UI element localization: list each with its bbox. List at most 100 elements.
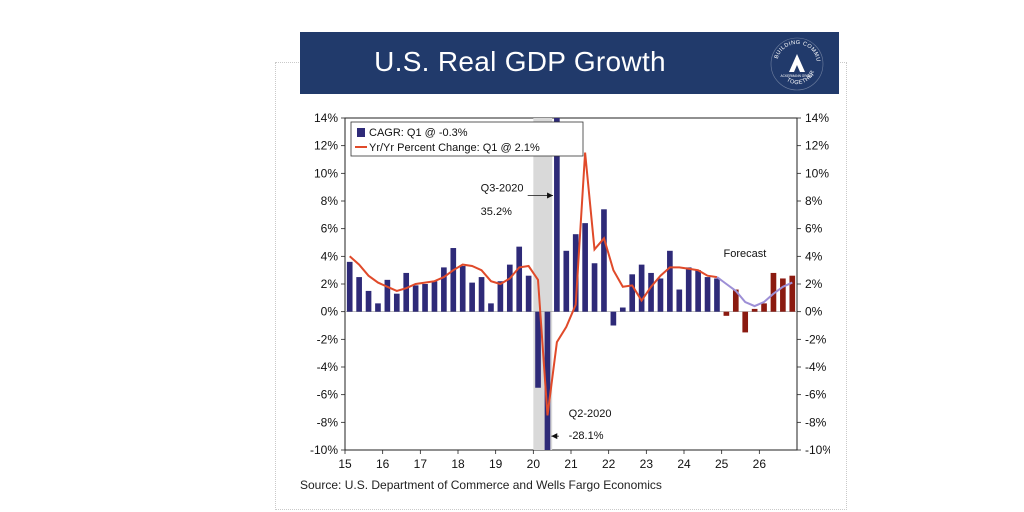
bar (525, 275, 532, 312)
y-tick-label-right: 14% (805, 111, 829, 125)
y-tick-label-right: -10% (805, 443, 830, 457)
bar (685, 267, 692, 312)
plot-frame (344, 117, 798, 451)
legend: CAGR: Q1 @ -0.3% Yr/Yr Percent Change: Q… (350, 121, 584, 157)
x-tick-label: 23 (640, 457, 654, 471)
bar (365, 290, 372, 312)
logo-ring-text: BUILDING COMMUNITY (769, 36, 821, 63)
annotation-q3-value: 35.2% (481, 206, 512, 218)
y-tick-label-right: 8% (805, 194, 823, 208)
bar (393, 293, 400, 312)
y-tick-label-right: -2% (805, 332, 827, 346)
bar (714, 278, 720, 312)
bar (601, 209, 607, 312)
bar (667, 250, 673, 312)
y-tick-label-left: 14% (314, 111, 338, 125)
x-tick-label: 22 (602, 457, 616, 471)
bar (638, 264, 645, 312)
y-tick-label-right: -8% (805, 415, 827, 429)
logo-mark-icon (789, 54, 805, 72)
legend-label-cagr: CAGR: Q1 @ -0.3% (369, 127, 468, 139)
x-tick-label: 20 (527, 457, 541, 471)
x-tick-label: 15 (338, 457, 352, 471)
bar (695, 270, 701, 312)
bar (459, 266, 466, 312)
bar (544, 311, 551, 450)
bar (469, 282, 475, 312)
bar (450, 248, 457, 312)
bar (563, 250, 570, 312)
bar (572, 234, 579, 312)
annotation-arrowhead (551, 433, 558, 440)
y-tick-label-left: -6% (317, 388, 339, 402)
yoy-forecast-line (716, 276, 793, 308)
annotation-q2-value: -28.1% (569, 430, 604, 442)
x-tick-label: 18 (451, 457, 465, 471)
gdp-chart: 14% 14% 12% 12% 10% 10% 8% 8% 6% 6% 4% 4% 2% 2% 0% 0% -2… (310, 111, 830, 471)
title-banner: U.S. Real GDP Growth (300, 32, 839, 94)
source-note: Source: U.S. Department of Commerce and … (300, 478, 662, 492)
y-tick-label-left: 4% (321, 249, 339, 263)
x-tick-label: 16 (376, 457, 390, 471)
y-tick-label-left: 8% (321, 194, 339, 208)
y-tick-label-left: 10% (314, 166, 338, 180)
y-tick-label-right: 2% (805, 277, 823, 291)
y-tick-label-left: -2% (317, 332, 339, 346)
forecast-bar (789, 275, 796, 312)
bar (441, 267, 447, 312)
forecast-bar (751, 308, 758, 312)
forecast-bar (780, 278, 786, 312)
y-tick-label-left: -4% (317, 360, 339, 374)
bar (356, 277, 362, 312)
bar (535, 311, 541, 388)
y-tick-label-left: -10% (310, 443, 338, 457)
bar (346, 261, 353, 312)
bar (619, 307, 626, 312)
page-title: U.S. Real GDP Growth (374, 46, 666, 77)
x-tick-label: 25 (715, 457, 729, 471)
forecast-bar (723, 311, 730, 316)
y-tick-label-left: 12% (314, 139, 338, 153)
x-tick-label: 24 (677, 457, 691, 471)
bar (657, 278, 664, 312)
annotation-q2-label: Q2-2020 (569, 408, 612, 420)
bar (506, 264, 513, 312)
y-tick-label-left: 6% (321, 222, 339, 236)
bar (582, 223, 588, 312)
y-tick-label-left: 0% (321, 305, 339, 319)
bar (403, 272, 410, 312)
bar (488, 303, 494, 312)
annotation-forecast: Forecast (724, 248, 767, 260)
bar (431, 281, 438, 312)
bar (704, 277, 711, 312)
yoy-line (349, 152, 718, 416)
bar (422, 284, 428, 312)
logo: BUILDING COMMUNITY TOGETHER ACKERMANN GR… (769, 36, 824, 91)
legend-swatch-bar (357, 128, 365, 137)
bar (591, 263, 598, 312)
legend-label-yoy: Yr/Yr Percent Change: Q1 @ 2.1% (369, 142, 540, 154)
bar (412, 285, 419, 312)
y-tick-label-left: 2% (321, 277, 339, 291)
bar (375, 303, 381, 312)
y-tick-label-right: 6% (805, 222, 823, 236)
x-tick-label: 21 (564, 457, 578, 471)
y-tick-label-right: 0% (805, 305, 823, 319)
forecast-bar (761, 303, 767, 312)
y-tick-label-right: -6% (805, 388, 827, 402)
bar (554, 118, 560, 312)
bar (384, 279, 391, 312)
forecast-bar (770, 272, 777, 312)
annotation-q3-label: Q3-2020 (481, 182, 524, 194)
y-tick-label-right: -4% (805, 360, 827, 374)
y-tick-label-right: 4% (805, 249, 823, 263)
y-tick-label-right: 12% (805, 139, 829, 153)
bar (629, 274, 636, 312)
bar (648, 272, 654, 312)
y-tick-label-left: -8% (317, 415, 339, 429)
bar (676, 289, 683, 312)
y-tick-label-right: 10% (805, 166, 829, 180)
bar (478, 277, 485, 312)
x-tick-label: 26 (753, 457, 767, 471)
bar (610, 311, 617, 326)
